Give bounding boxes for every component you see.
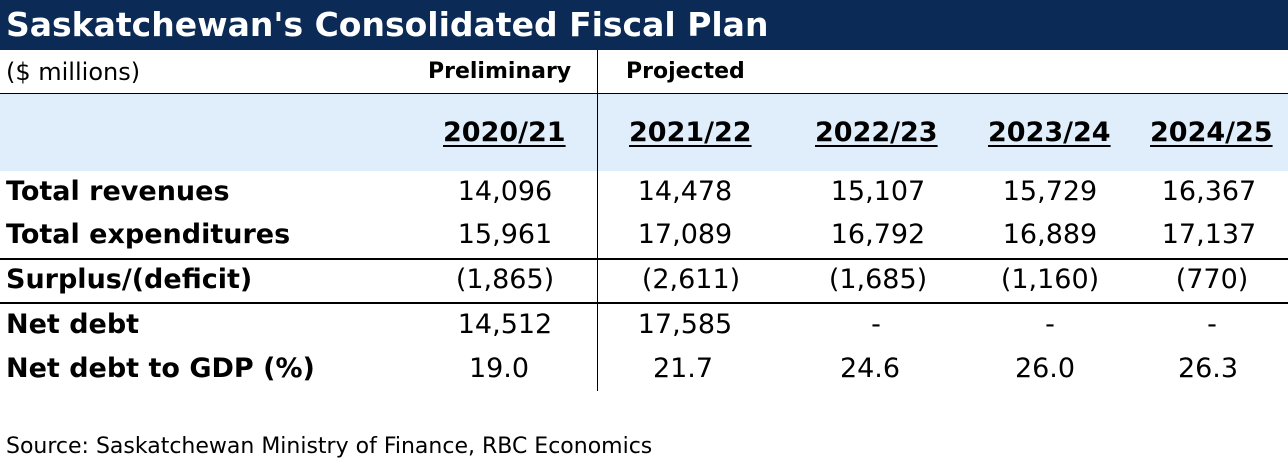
row-label-surplus-deficit: Surplus/(deficit) [6,264,253,295]
table-cell: (1,160) [1000,264,1100,295]
year-header-band [0,94,1288,171]
table-cell: - [1045,309,1055,340]
table-cell: - [1207,309,1217,340]
table-cell: 15,961 [457,219,553,250]
table-cell: 26.0 [1014,353,1076,384]
table-cell: 26.3 [1177,353,1239,384]
year-header: 2022/23 [815,117,938,148]
table-cell: 16,792 [830,219,926,250]
row-label-net-debt-to-gdp: Net debt to GDP (%) [6,353,315,384]
row-label-total-revenues: Total revenues [6,176,230,207]
row-divider [0,302,1288,304]
table-cell: 17,585 [637,309,733,340]
column-divider [597,50,598,391]
table-cell: (1,685) [828,264,928,295]
table-cell: 16,367 [1161,176,1257,207]
row-divider [0,258,1288,260]
source-note: Source: Saskatchewan Ministry of Finance… [6,434,653,459]
table-cell: - [871,309,881,340]
row-label-total-expenditures: Total expenditures [6,219,291,250]
table-cell: 15,107 [830,176,926,207]
preliminary-header: Preliminary [428,59,572,84]
table-cell: 16,889 [1002,219,1098,250]
row-label-net-debt: Net debt [6,309,140,340]
year-header: 2020/21 [443,117,566,148]
year-header: 2024/25 [1150,117,1273,148]
table-cell: 17,137 [1161,219,1257,250]
table-cell: 15,729 [1002,176,1098,207]
table-cell: (1,865) [455,264,555,295]
table-cell: (2,611) [641,264,741,295]
table-title: Saskatchewan's Consolidated Fiscal Plan [0,0,1288,50]
table-cell: 14,096 [457,176,553,207]
table-cell: 14,478 [637,176,733,207]
table-cell: 17,089 [637,219,733,250]
table-cell: 14,512 [457,309,553,340]
year-header: 2021/22 [629,117,752,148]
table-cell: 21.7 [652,353,714,384]
year-header: 2023/24 [988,117,1111,148]
table-subheader: ($ millions) Preliminary Projected [0,50,1288,94]
table-cell: (770) [1175,264,1249,295]
units-label: ($ millions) [6,58,141,86]
table-cell: 24.6 [839,353,901,384]
projected-header: Projected [626,59,745,84]
table-cell: 19.0 [468,353,530,384]
